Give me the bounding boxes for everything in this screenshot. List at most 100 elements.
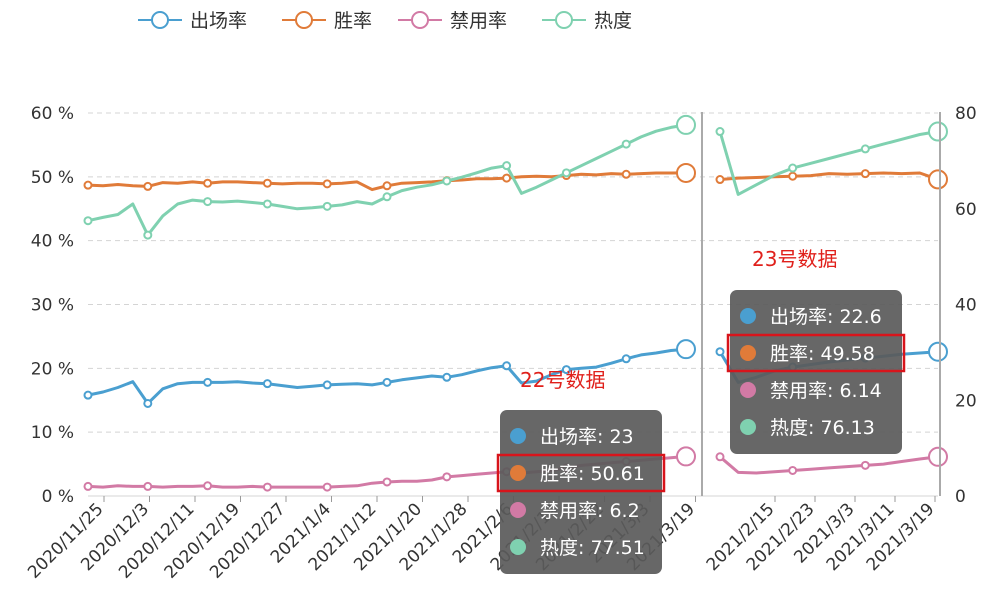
data-point-popularity xyxy=(788,163,798,173)
annotation-label: 22号数据 xyxy=(520,368,605,392)
y-right-tick-label: 40 xyxy=(955,296,977,316)
data-point-win-rate xyxy=(382,181,392,191)
data-point-appearance-rate xyxy=(502,361,512,371)
data-point-win-rate xyxy=(322,179,332,189)
tooltip-marker-popularity xyxy=(510,539,526,555)
y-left-tick-label: 30 % xyxy=(31,296,74,316)
y-right-tick-label: 60 xyxy=(955,200,977,220)
data-point-appearance-rate xyxy=(203,377,213,387)
data-point-appearance-rate xyxy=(322,380,332,390)
data-point-popularity xyxy=(382,192,392,202)
tooltip-marker-ban-rate xyxy=(740,382,756,398)
legend-item-ban-rate[interactable]: 禁用率 xyxy=(398,10,507,32)
data-point-popularity xyxy=(143,230,153,240)
data-point-ban-rate xyxy=(143,481,153,491)
data-point-popularity xyxy=(860,144,870,154)
tooltip-marker-win-rate xyxy=(740,345,756,361)
cursor-lines xyxy=(701,112,941,496)
series-line-popularity xyxy=(87,123,687,237)
y-right-tick-label: 0 xyxy=(955,487,966,507)
legend-item-win-rate[interactable]: 胜率 xyxy=(282,10,372,32)
data-point-ban-rate xyxy=(83,481,93,491)
annotation-label: 23号数据 xyxy=(752,247,837,271)
tooltip-row-ban-rate: 禁用率: 6.2 xyxy=(540,500,640,522)
data-point-appearance-rate xyxy=(561,365,571,375)
legend-label: 热度 xyxy=(594,10,632,32)
data-point-appearance-rate xyxy=(262,379,272,389)
y-axis-left: 0 % 10 % 20 % 30 % 40 % 50 % 60 % xyxy=(31,104,74,507)
data-point-ban-rate xyxy=(382,477,392,487)
series-line-win-rate xyxy=(719,171,939,181)
data-point-appearance-rate xyxy=(143,398,153,408)
y-axis-right: 0 20 40 60 80 xyxy=(955,104,977,507)
data-point-ban-rate xyxy=(322,482,332,492)
data-point-ban-rate xyxy=(860,460,870,470)
y-left-tick-label: 50 % xyxy=(31,168,74,188)
legend-label: 胜率 xyxy=(334,10,372,32)
data-point-popularity xyxy=(442,176,452,186)
hover-point-popularity xyxy=(676,114,696,135)
data-point-popularity xyxy=(502,161,512,171)
data-point-popularity xyxy=(262,199,272,209)
tooltip-row-popularity: 热度: 76.13 xyxy=(770,417,875,439)
y-left-tick-label: 40 % xyxy=(31,232,74,252)
data-point-appearance-rate xyxy=(382,377,392,387)
data-point-win-rate xyxy=(143,181,153,191)
data-point-popularity xyxy=(715,127,725,137)
data-point-win-rate xyxy=(860,169,870,179)
data-point-appearance-rate xyxy=(83,390,93,400)
legend-item-popularity[interactable]: 热度 xyxy=(542,10,632,32)
data-point-ban-rate xyxy=(788,465,798,475)
legend-label: 出场率 xyxy=(190,10,247,32)
tooltip-marker-appearance-rate xyxy=(510,428,526,444)
data-point-popularity xyxy=(621,139,631,149)
tooltip-row-appearance-rate: 出场率: 23 xyxy=(540,426,634,448)
highlight-box xyxy=(496,453,666,493)
data-point-appearance-rate xyxy=(621,354,631,364)
data-point-popularity xyxy=(203,197,213,207)
data-point-popularity xyxy=(561,168,571,178)
series-line-ban-rate xyxy=(719,455,939,475)
y-left-tick-label: 60 % xyxy=(31,104,74,124)
tooltip-row-win-rate: 胜率: 49.58 xyxy=(770,343,875,365)
data-point-appearance-rate xyxy=(715,347,725,357)
y-left-tick-label: 10 % xyxy=(31,423,74,443)
legend-item-appearance-rate[interactable]: 出场率 xyxy=(138,10,247,32)
data-point-popularity xyxy=(83,216,93,226)
hover-point-appearance-rate xyxy=(928,341,948,362)
tooltip-row-appearance-rate: 出场率: 22.6 xyxy=(770,306,882,328)
x-axis: 2020/11/252020/12/32020/12/112020/12/192… xyxy=(24,496,939,583)
legend-label: 禁用率 xyxy=(450,10,507,32)
tooltip-marker-appearance-rate xyxy=(740,308,756,324)
tooltip-row-ban-rate: 禁用率: 6.14 xyxy=(770,380,882,402)
hover-point-win-rate xyxy=(676,162,696,183)
hover-point-appearance-rate xyxy=(676,339,696,360)
y-left-tick-label: 0 % xyxy=(42,487,74,507)
data-point-win-rate xyxy=(715,175,725,185)
data-point-ban-rate xyxy=(715,452,725,462)
data-point-popularity xyxy=(322,201,332,211)
data-point-ban-rate xyxy=(262,482,272,492)
y-right-tick-label: 20 xyxy=(955,391,977,411)
y-right-tick-label: 80 xyxy=(955,104,977,124)
series-line-popularity xyxy=(718,130,939,196)
data-point-win-rate xyxy=(83,180,93,190)
tooltip-row-win-rate: 胜率: 50.61 xyxy=(540,463,645,485)
data-point-win-rate xyxy=(502,173,512,183)
hover-point-ban-rate xyxy=(928,446,948,467)
tooltip-row-popularity: 热度: 77.51 xyxy=(540,537,645,559)
y-left-tick-label: 20 % xyxy=(31,359,74,379)
legend[interactable]: 出场率 胜率 禁用率 热度 xyxy=(138,10,632,32)
hover-point-popularity xyxy=(928,121,948,142)
data-point-win-rate xyxy=(788,171,798,181)
hover-point-win-rate xyxy=(928,169,948,190)
data-point-appearance-rate xyxy=(442,372,452,382)
hover-point-ban-rate xyxy=(676,446,696,467)
data-point-win-rate xyxy=(262,178,272,188)
tooltip-marker-popularity xyxy=(740,419,756,435)
tooltip-marker-win-rate xyxy=(510,465,526,481)
